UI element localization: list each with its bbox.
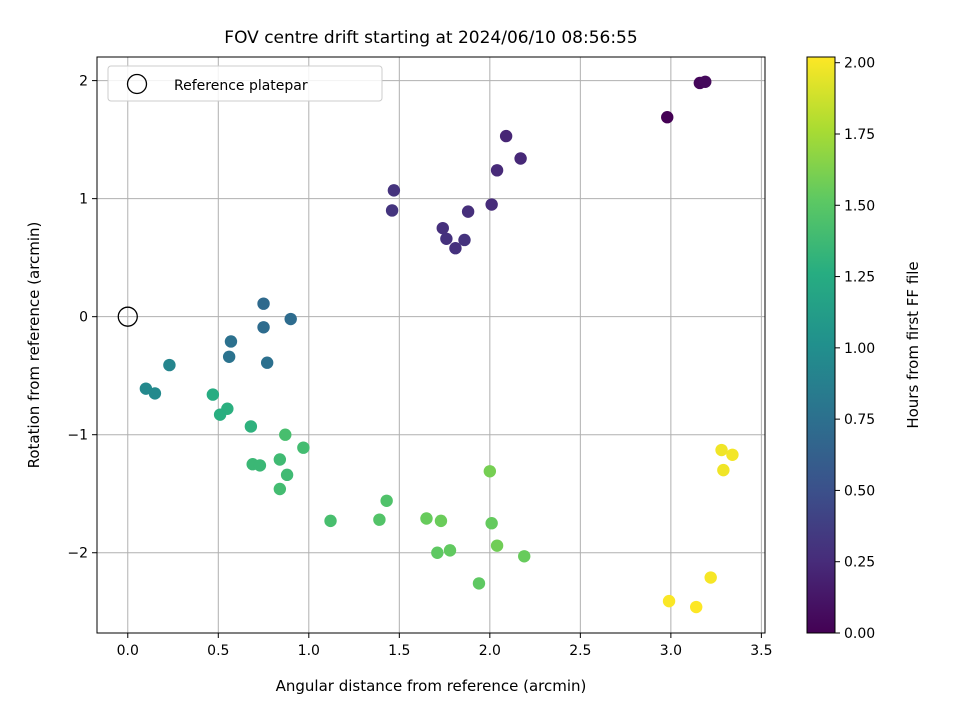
colorbar-ticks: 0.00 0.25 0.50 0.75 1.00 1.25 1.50 1.75 2.00 [835, 56, 875, 642]
legend-marker-icon [126, 73, 148, 95]
data-point [518, 550, 531, 563]
data-point [297, 441, 310, 454]
y-tick-label: 2 [79, 74, 88, 90]
data-point [499, 129, 513, 143]
colorbar-tick-label: 0.75 [844, 412, 875, 428]
data-point [449, 242, 462, 255]
data-point [244, 420, 258, 433]
chart-title: FOV centre drift starting at 2024/06/10 … [224, 28, 637, 48]
colorbar-tick-label: 1.25 [844, 270, 875, 286]
y-tick-label: 0 [79, 310, 88, 326]
x-tick-label: 2.0 [479, 643, 501, 659]
data-point [257, 321, 270, 334]
data-point [726, 448, 739, 461]
colorbar-tick-label: 1.00 [844, 341, 875, 357]
data-point [440, 232, 453, 245]
colorbar: 0.00 0.25 0.50 0.75 1.00 1.25 1.50 1.75 2.00 Hou… [806, 56, 922, 642]
data-points [117, 75, 739, 614]
data-point [224, 335, 238, 348]
plot-frame [96, 56, 766, 634]
reference-platepar-marker [117, 306, 138, 327]
data-point [385, 204, 399, 217]
colorbar-tick-label: 0.00 [844, 626, 875, 642]
data-point [148, 387, 162, 400]
data-point [279, 428, 292, 441]
legend-entry-reference: Reference platepar [174, 78, 308, 94]
data-point [213, 408, 227, 421]
data-point [662, 594, 676, 608]
data-point [443, 544, 457, 557]
data-point [280, 468, 294, 482]
data-point [472, 577, 486, 590]
data-point [260, 356, 274, 369]
data-point [490, 164, 504, 177]
data-point [431, 546, 444, 559]
data-point [284, 312, 297, 326]
data-point [387, 184, 401, 197]
colorbar-label: Hours from first FF file [904, 261, 922, 428]
data-point [253, 459, 267, 472]
data-point [485, 198, 498, 211]
x-tick-label: 1.5 [388, 643, 410, 659]
colorbar-tick-label: 0.25 [844, 555, 875, 571]
data-point [373, 513, 386, 526]
x-axis-ticks: 0.0 0.5 1.0 1.5 2.0 2.5 3.0 3.5 [117, 633, 773, 659]
x-tick-label: 3.5 [750, 643, 772, 659]
y-tick-label: 1 [79, 192, 88, 208]
data-point [436, 221, 449, 235]
data-point [483, 465, 497, 478]
x-axis-label: Angular distance from reference (arcmin) [276, 677, 587, 695]
data-point [257, 297, 270, 310]
colorbar-gradient [806, 56, 836, 634]
y-tick-label: −1 [67, 428, 88, 444]
data-point [222, 350, 236, 364]
y-axis-ticks: −2 −1 0 1 2 [67, 74, 97, 562]
colorbar-tick-label: 2.00 [844, 56, 875, 72]
data-point [661, 110, 674, 124]
data-point [273, 453, 287, 466]
data-point [206, 388, 220, 401]
y-tick-label: −2 [67, 546, 88, 562]
data-point [434, 514, 448, 528]
data-point [380, 494, 393, 508]
data-point [715, 443, 728, 457]
data-point [485, 517, 498, 530]
legend-box [107, 65, 383, 102]
data-point [420, 512, 433, 525]
data-point [717, 463, 730, 477]
data-point [699, 75, 712, 88]
data-point [163, 358, 176, 372]
legend: Reference platepar [107, 65, 383, 102]
grid [97, 57, 765, 633]
data-point [690, 600, 703, 614]
data-point [461, 205, 475, 218]
data-point [514, 152, 527, 165]
x-tick-label: 0.0 [117, 643, 139, 659]
data-point [273, 482, 287, 496]
x-tick-label: 2.5 [569, 643, 591, 659]
x-tick-label: 3.0 [660, 643, 682, 659]
colorbar-tick-label: 0.50 [844, 483, 875, 499]
data-point [458, 233, 471, 247]
colorbar-tick-label: 1.50 [844, 198, 875, 214]
x-tick-label: 1.0 [298, 643, 320, 659]
x-tick-label: 0.5 [207, 643, 229, 659]
data-point [324, 514, 337, 528]
colorbar-tick-label: 1.75 [844, 127, 875, 143]
data-point [704, 571, 717, 584]
y-axis-label: Rotation from reference (arcmin) [25, 222, 43, 469]
data-point [490, 539, 504, 552]
